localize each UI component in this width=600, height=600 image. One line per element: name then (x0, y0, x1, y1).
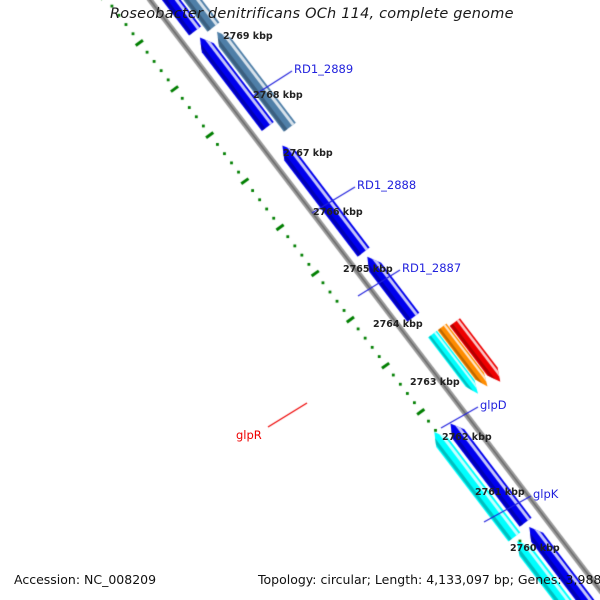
feature-label-glpk[interactable]: glpK (533, 487, 559, 501)
ruler-tick-label: 2767 kbp (283, 148, 333, 159)
page-title: Roseobacter denitrificans OCh 114, compl… (110, 6, 514, 22)
feature-label-rd1_2887[interactable]: RD1_2887 (402, 261, 462, 275)
accession-text: Accession: NC_008209 (14, 572, 157, 587)
ruler-tick-label: 2768 kbp (253, 90, 303, 101)
feature-label-rd1_2888[interactable]: RD1_2888 (357, 178, 417, 192)
ruler-tick-label: 2764 kbp (373, 319, 423, 330)
ruler-tick-label: 2765 kbp (343, 264, 393, 275)
ruler-tick-label: 2769 kbp (223, 31, 273, 42)
ruler-tick-label: 2763 kbp (410, 377, 460, 388)
ruler-tick-label: 2761 kbp (475, 487, 525, 498)
feature-label-glpr[interactable]: glpR (236, 428, 262, 442)
status-bar: Accession: NC_008209 Topology: circular;… (0, 565, 600, 600)
ruler-tick-label: 2762 kbp (442, 432, 492, 443)
genome-summary-text: Topology: circular; Length: 4,133,097 bp… (258, 572, 600, 587)
ruler-tick-label: 2766 kbp (313, 207, 363, 218)
feature-label-glpd[interactable]: glpD (480, 398, 507, 412)
ruler-tick-label: 2760 kbp (510, 543, 560, 554)
feature-label-rd1_2889[interactable]: RD1_2889 (294, 62, 354, 76)
